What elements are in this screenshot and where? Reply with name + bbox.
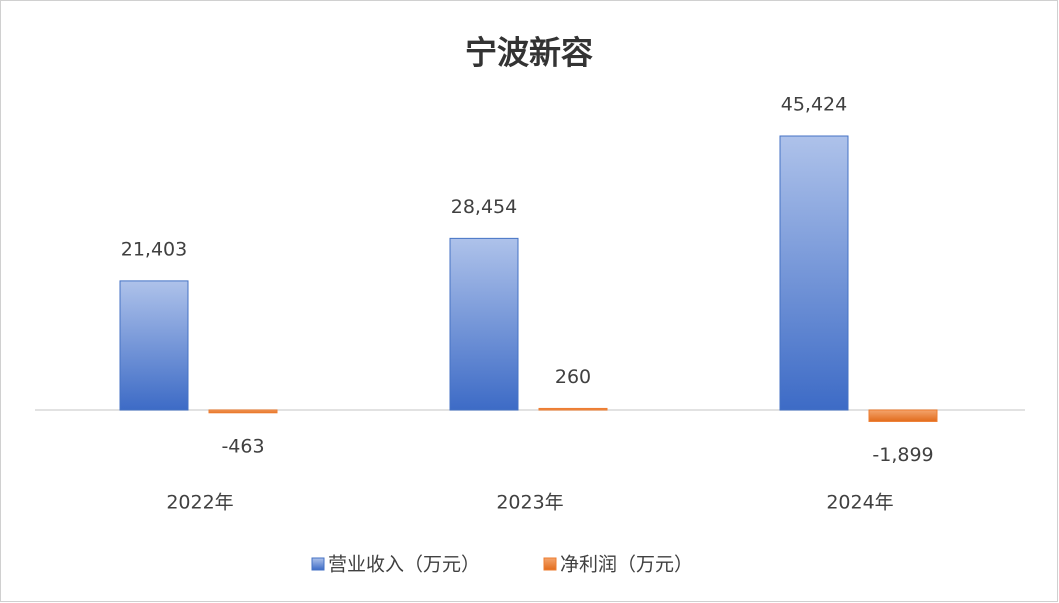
bar <box>868 409 938 422</box>
x-tick-label: 2024年 <box>826 492 893 514</box>
bar <box>538 407 608 411</box>
bar <box>779 135 849 411</box>
legend-label: 营业收入（万元） <box>328 554 480 576</box>
data-label: 28,454 <box>451 196 517 218</box>
legend-swatch <box>311 557 325 571</box>
legend-label: 净利润（万元） <box>560 554 693 576</box>
data-label: 45,424 <box>781 94 847 116</box>
bar <box>119 280 189 411</box>
bar <box>449 237 519 411</box>
legend-swatch <box>543 557 557 571</box>
data-label: 21,403 <box>121 238 187 260</box>
x-tick-label: 2023年 <box>496 492 563 514</box>
bar <box>208 409 278 414</box>
data-label: -463 <box>221 435 264 457</box>
chart-title: 宁波新容 <box>465 34 593 72</box>
x-tick-label: 2022年 <box>166 492 233 514</box>
data-label: -1,899 <box>872 444 933 466</box>
data-label: 260 <box>555 366 591 388</box>
